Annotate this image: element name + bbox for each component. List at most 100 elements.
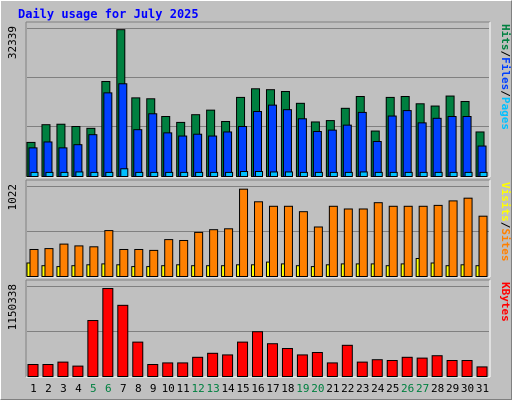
- day-tick-label: 4: [75, 382, 82, 395]
- files-bar: [148, 113, 158, 178]
- sites-bar: [403, 205, 413, 277]
- sites-bar: [373, 202, 383, 278]
- files-bar: [238, 125, 248, 177]
- files-bar: [402, 110, 412, 177]
- day-tick-label: 9: [150, 382, 157, 395]
- kbytes-bar: [162, 362, 174, 377]
- files-bar: [163, 132, 173, 178]
- pages-bar: [314, 171, 323, 178]
- sites-bar: [328, 205, 338, 277]
- sites-bar: [478, 215, 488, 277]
- files-bar: [43, 141, 53, 177]
- pages-bar: [60, 171, 69, 178]
- legend-kbytes: KBytes: [499, 282, 512, 322]
- day-tick-label: 17: [266, 382, 279, 395]
- legend-separator: /: [499, 90, 512, 97]
- visitors-max-label: 1022: [6, 184, 19, 211]
- sites-bar: [388, 205, 398, 277]
- pages-bar: [404, 171, 413, 178]
- pages-bar: [419, 171, 428, 178]
- day-tick-label: 22: [341, 382, 354, 395]
- day-tick-label: 31: [476, 382, 489, 395]
- files-bar: [357, 111, 367, 177]
- kbytes-bar: [386, 360, 398, 377]
- files-bar: [193, 133, 203, 177]
- pages-bar: [45, 171, 54, 178]
- requests-legend: Hits/Files/Pages: [499, 24, 512, 130]
- day-tick-label: 28: [431, 382, 444, 395]
- kbytes-bar: [296, 354, 308, 377]
- pages-bar: [255, 170, 264, 178]
- files-bar: [178, 135, 188, 177]
- kbytes-bar: [237, 341, 249, 377]
- requests-max-label: 32339: [6, 26, 19, 59]
- day-tick-label: 5: [90, 382, 97, 395]
- pages-bar: [449, 171, 458, 178]
- files-bar: [417, 122, 427, 177]
- kbytes-bar: [401, 356, 413, 377]
- sites-bar: [239, 188, 249, 277]
- sites-bar: [463, 197, 473, 277]
- pages-bar: [150, 171, 159, 178]
- files-bar: [387, 115, 397, 177]
- pages-bar: [75, 171, 84, 178]
- sites-bar: [268, 205, 278, 277]
- pages-bar: [135, 171, 144, 178]
- files-bar: [297, 118, 307, 177]
- files-bar: [253, 110, 263, 177]
- files-bar: [282, 109, 292, 177]
- day-tick-label: 21: [326, 382, 339, 395]
- day-tick-label: 8: [135, 382, 142, 395]
- files-bar: [327, 129, 337, 178]
- kbytes-bar: [311, 352, 323, 377]
- files-bar: [118, 83, 128, 177]
- day-tick-label: 6: [105, 382, 112, 395]
- day-tick-label: 10: [162, 382, 175, 395]
- pages-bar: [284, 171, 293, 178]
- legend-files: Files: [499, 57, 512, 90]
- pages-bar: [90, 171, 99, 178]
- pages-bar: [299, 171, 308, 178]
- day-tick-label: 25: [386, 382, 399, 395]
- sites-bar: [74, 245, 84, 277]
- sites-bar: [44, 248, 54, 277]
- sites-bar: [254, 201, 264, 277]
- day-tick-label: 30: [461, 382, 474, 395]
- visitors-legend: Visits/Sites: [499, 182, 512, 262]
- day-tick-label: 20: [311, 382, 324, 395]
- kbytes-bar: [281, 348, 293, 378]
- kbytes-bar: [461, 360, 473, 377]
- kbytes-bar: [177, 362, 189, 377]
- kbytes-bar: [416, 357, 428, 378]
- sites-bar: [433, 204, 443, 277]
- pages-bar: [120, 168, 129, 178]
- sites-bar: [59, 243, 69, 277]
- pages-bar: [225, 171, 234, 178]
- files-bar: [267, 104, 277, 177]
- sites-bar: [418, 205, 428, 277]
- day-tick-label: 13: [206, 382, 219, 395]
- day-tick-label: 23: [356, 382, 369, 395]
- kbytes-bar: [222, 354, 234, 377]
- pages-bar: [464, 171, 473, 178]
- sites-bar: [179, 239, 189, 277]
- pages-bar: [374, 171, 383, 178]
- legend-hits: Hits: [499, 24, 512, 51]
- kbytes-bar: [207, 352, 219, 378]
- day-tick-label: 19: [296, 382, 309, 395]
- kbytes-bar: [147, 364, 159, 378]
- kbytes-bar: [371, 359, 383, 377]
- sites-bar: [134, 248, 144, 277]
- files-bar: [312, 130, 322, 178]
- kbytes-bar: [476, 366, 488, 378]
- chart-title: Daily usage for July 2025: [18, 7, 199, 21]
- pages-bar: [165, 171, 174, 178]
- kbytes-bar: [431, 355, 443, 378]
- kbytes-bar: [27, 364, 39, 378]
- day-tick-label: 29: [446, 382, 459, 395]
- kbytes-bar: [72, 365, 84, 378]
- sites-bar: [119, 248, 129, 277]
- files-bar: [103, 92, 113, 177]
- pages-bar: [389, 171, 398, 178]
- legend-separator: /: [499, 51, 512, 58]
